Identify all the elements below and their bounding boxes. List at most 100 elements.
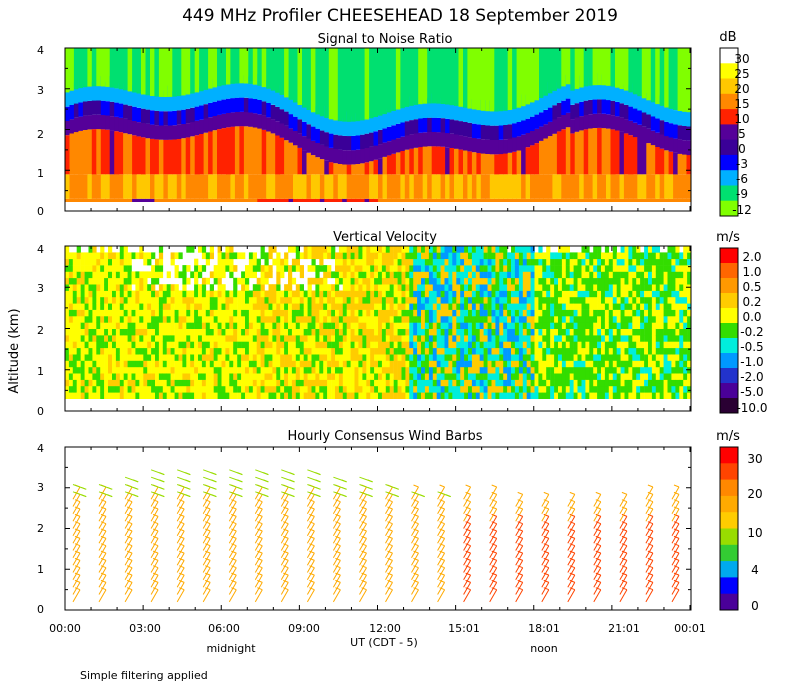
vv-cell [123, 385, 128, 393]
snr-cell [306, 106, 312, 125]
vv-cell [526, 328, 531, 336]
vv-cell [644, 335, 649, 342]
vv-cell [499, 366, 504, 374]
snr-cell [503, 125, 509, 140]
snr-cell [203, 198, 209, 202]
snr-cell [136, 198, 142, 202]
vv-cell [331, 303, 336, 310]
vv-cell [225, 316, 230, 323]
snr-cell [664, 48, 670, 108]
vv-cell [119, 265, 124, 272]
vv-cell [593, 284, 598, 291]
vv-cell [597, 277, 602, 285]
wind-barb [254, 582, 263, 595]
vv-cell [573, 379, 578, 387]
snr-cell [565, 127, 571, 175]
snr-cell [328, 162, 334, 175]
vv-cell [362, 303, 367, 310]
snr-cell [646, 198, 652, 202]
vv-cell [350, 392, 355, 399]
wind-barb [179, 513, 185, 517]
vv-cell [182, 271, 187, 279]
vv-cell [217, 258, 222, 266]
snr-cell [252, 113, 258, 128]
snr-cell [275, 174, 281, 199]
snr-cell [118, 117, 124, 133]
vv-cell [663, 328, 668, 336]
snr-cell [637, 198, 643, 202]
snr-cell [194, 174, 200, 199]
vv-cell [464, 366, 469, 374]
snr-cell [395, 174, 401, 199]
snr-cell [176, 92, 182, 111]
vv-cell [561, 303, 567, 310]
snr-cell [279, 85, 285, 110]
vv-cell [616, 322, 621, 329]
vv-cell [303, 309, 308, 317]
vv-cell [648, 277, 653, 285]
vv-cell [307, 347, 312, 355]
vv-cell [131, 316, 136, 323]
vv-cell [542, 252, 547, 260]
snr-cell [378, 144, 383, 159]
snr-cell [252, 99, 258, 114]
wind-barb [98, 516, 107, 529]
vv-cell [147, 347, 152, 355]
snr-cell [521, 48, 526, 107]
vv-cell [378, 335, 383, 342]
snr-cell [418, 198, 424, 202]
vv-cell [174, 341, 179, 349]
vv-cell [119, 392, 124, 399]
vv-cell [542, 385, 547, 393]
snr-cell [507, 138, 513, 153]
vv-cell [573, 354, 578, 361]
vv-cell [323, 309, 328, 317]
vv-cell [217, 322, 222, 329]
snr-cell [252, 127, 258, 175]
snr-cell [597, 127, 602, 175]
vv-cell [542, 271, 547, 279]
snr-cell [516, 105, 522, 122]
vv-cell [651, 316, 657, 323]
vv-cell [675, 271, 680, 279]
vv-cell [655, 354, 660, 361]
vv-cell [604, 366, 610, 374]
vv-cell [624, 246, 629, 253]
vv-cell [663, 284, 668, 291]
vv-cell [381, 258, 387, 266]
vv-cell [170, 354, 175, 361]
snr-cell [73, 82, 79, 104]
vv-cell [307, 284, 312, 291]
vv-cell [342, 252, 347, 260]
vv-cell [393, 328, 398, 336]
vv-cell [217, 347, 222, 355]
vv-cell [76, 335, 81, 342]
vv-cell [428, 258, 434, 266]
snr-cell [226, 98, 231, 113]
vv-cell [151, 303, 156, 310]
snr-cell [664, 136, 670, 151]
vv-cell [558, 246, 563, 253]
vv-cell [409, 354, 414, 361]
vv-cell [123, 303, 128, 310]
vv-cell [577, 392, 582, 399]
vv-cell [561, 335, 567, 342]
vv-cell [217, 284, 222, 291]
snr-cell [190, 48, 196, 94]
vv-cell [393, 322, 398, 329]
vv-cell [507, 385, 512, 393]
vv-cell [612, 265, 617, 272]
vv-cell [456, 246, 461, 253]
vv-cell [385, 347, 390, 355]
snr-cell [230, 198, 236, 202]
snr-cell [386, 126, 392, 142]
vv-cell [127, 296, 132, 304]
wind-barb [74, 506, 81, 510]
vv-cell [577, 265, 582, 272]
vv-cell [503, 385, 508, 393]
vv-cell [479, 309, 484, 317]
vv-cell [471, 303, 477, 310]
snr-cell [547, 107, 553, 122]
vv-cell [534, 316, 539, 323]
vv-cell [370, 277, 375, 285]
